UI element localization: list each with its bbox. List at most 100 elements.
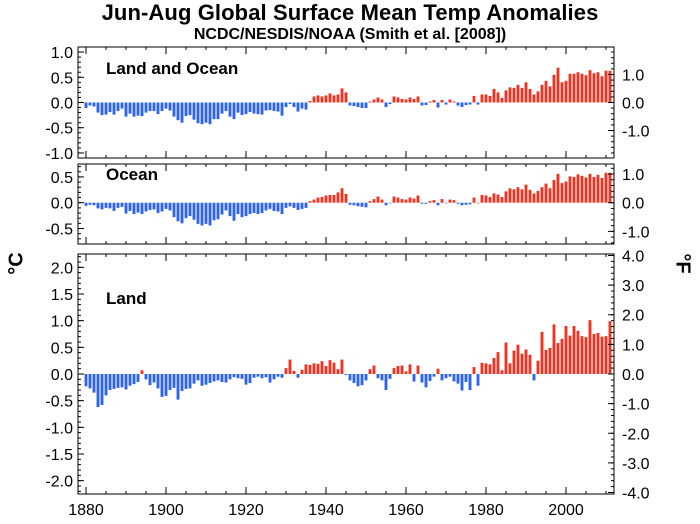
bar-1902	[172, 202, 176, 218]
bar-1890	[124, 102, 128, 117]
y-tick-label-right: 0.0	[622, 96, 644, 113]
bar-1901	[168, 202, 172, 211]
bar-1988	[516, 187, 520, 203]
bar-1964	[420, 202, 424, 204]
bar-1907	[192, 102, 196, 120]
bar-1981	[488, 364, 492, 374]
bar-1976	[468, 202, 472, 205]
bar-1912	[212, 202, 216, 221]
bar-1922	[252, 374, 256, 378]
bar-1939	[320, 96, 324, 103]
bar-1924	[260, 102, 264, 115]
bar-1938	[316, 197, 320, 203]
bar-1970	[444, 374, 448, 379]
bar-1952	[372, 99, 376, 103]
bar-1950	[364, 202, 368, 208]
bar-1983	[496, 352, 500, 374]
bar-1941	[328, 93, 332, 103]
bar-1974	[460, 102, 464, 108]
bar-1930	[284, 368, 288, 374]
y-tick-label-right: 0.0	[622, 196, 644, 213]
bar-1958	[396, 197, 400, 203]
bar-1905	[184, 374, 188, 389]
bar-1936	[308, 201, 312, 203]
bar-1880	[84, 374, 88, 387]
bar-1972	[452, 101, 456, 103]
bar-1904	[180, 202, 184, 224]
bar-1932	[292, 370, 296, 374]
bar-1924	[260, 202, 264, 214]
bar-1933	[296, 102, 300, 112]
bar-1944	[340, 359, 344, 374]
y-tick-label-left: 1.5	[51, 287, 73, 304]
bar-1942	[332, 194, 336, 203]
y-tick-label-left: 2.0	[51, 260, 73, 277]
bar-1984	[500, 97, 504, 103]
bar-1898	[156, 202, 160, 214]
bar-1890	[124, 374, 128, 390]
bar-1883	[96, 102, 100, 113]
bar-1930	[284, 202, 288, 208]
bar-1976	[468, 102, 472, 105]
bar-1896	[148, 202, 152, 210]
bar-2010	[604, 172, 608, 203]
bar-1894	[140, 102, 144, 117]
bar-1968	[436, 102, 440, 108]
bar-1943	[336, 369, 340, 374]
bar-1956	[388, 374, 392, 379]
bar-1981	[488, 95, 492, 103]
bar-1901	[168, 374, 172, 390]
bar-1885	[104, 102, 108, 115]
x-tick-label: 1880	[68, 502, 104, 519]
bar-1926	[268, 374, 272, 383]
y-tick-label-left: 1.0	[51, 45, 73, 62]
bar-1965	[424, 102, 428, 106]
bar-1979	[480, 194, 484, 203]
bar-1952	[372, 365, 376, 374]
y-tick-label-right: 1.0	[622, 167, 644, 184]
bar-2001	[568, 335, 572, 374]
bar-1889	[120, 374, 124, 388]
bar-1922	[252, 202, 256, 214]
bar-1892	[132, 202, 136, 215]
bar-1953	[376, 97, 380, 103]
bar-1996	[548, 188, 552, 203]
bar-1930	[284, 102, 288, 108]
y-tick-label-right: -3.0	[622, 456, 650, 473]
bar-1928	[276, 102, 280, 112]
bar-1959	[400, 199, 404, 203]
bar-1948	[356, 202, 360, 207]
bar-1998	[556, 173, 560, 203]
bar-1951	[368, 201, 372, 203]
bar-1926	[268, 202, 272, 209]
bar-1960	[404, 371, 408, 374]
bar-2004	[580, 336, 584, 374]
bar-1988	[516, 344, 520, 374]
bar-1905	[184, 202, 188, 219]
bar-1934	[300, 369, 304, 374]
x-tick-label: 1960	[388, 502, 424, 519]
bar-1951	[368, 101, 372, 103]
bar-1885	[104, 202, 108, 208]
y-tick-label-right: -1.0	[622, 224, 650, 241]
bar-2004	[580, 175, 584, 203]
bar-1916	[228, 102, 232, 117]
bar-1940	[324, 95, 328, 103]
bar-1978	[476, 374, 480, 386]
bar-2000	[564, 80, 568, 103]
bar-1997	[552, 74, 556, 103]
bar-1906	[188, 202, 192, 217]
bar-2011	[608, 70, 612, 103]
bar-1950	[364, 102, 368, 109]
bar-1935	[304, 202, 308, 208]
bar-1947	[352, 374, 356, 384]
bar-2003	[576, 330, 580, 374]
bar-1907	[192, 374, 196, 384]
bar-1941	[328, 194, 332, 203]
bar-1995	[544, 183, 548, 203]
y-tick-label-left: -1.0	[45, 146, 73, 163]
bar-1897	[152, 202, 156, 210]
bar-1968	[436, 202, 440, 206]
y-tick-label-right: 0.0	[622, 367, 644, 384]
bar-1987	[512, 87, 516, 103]
